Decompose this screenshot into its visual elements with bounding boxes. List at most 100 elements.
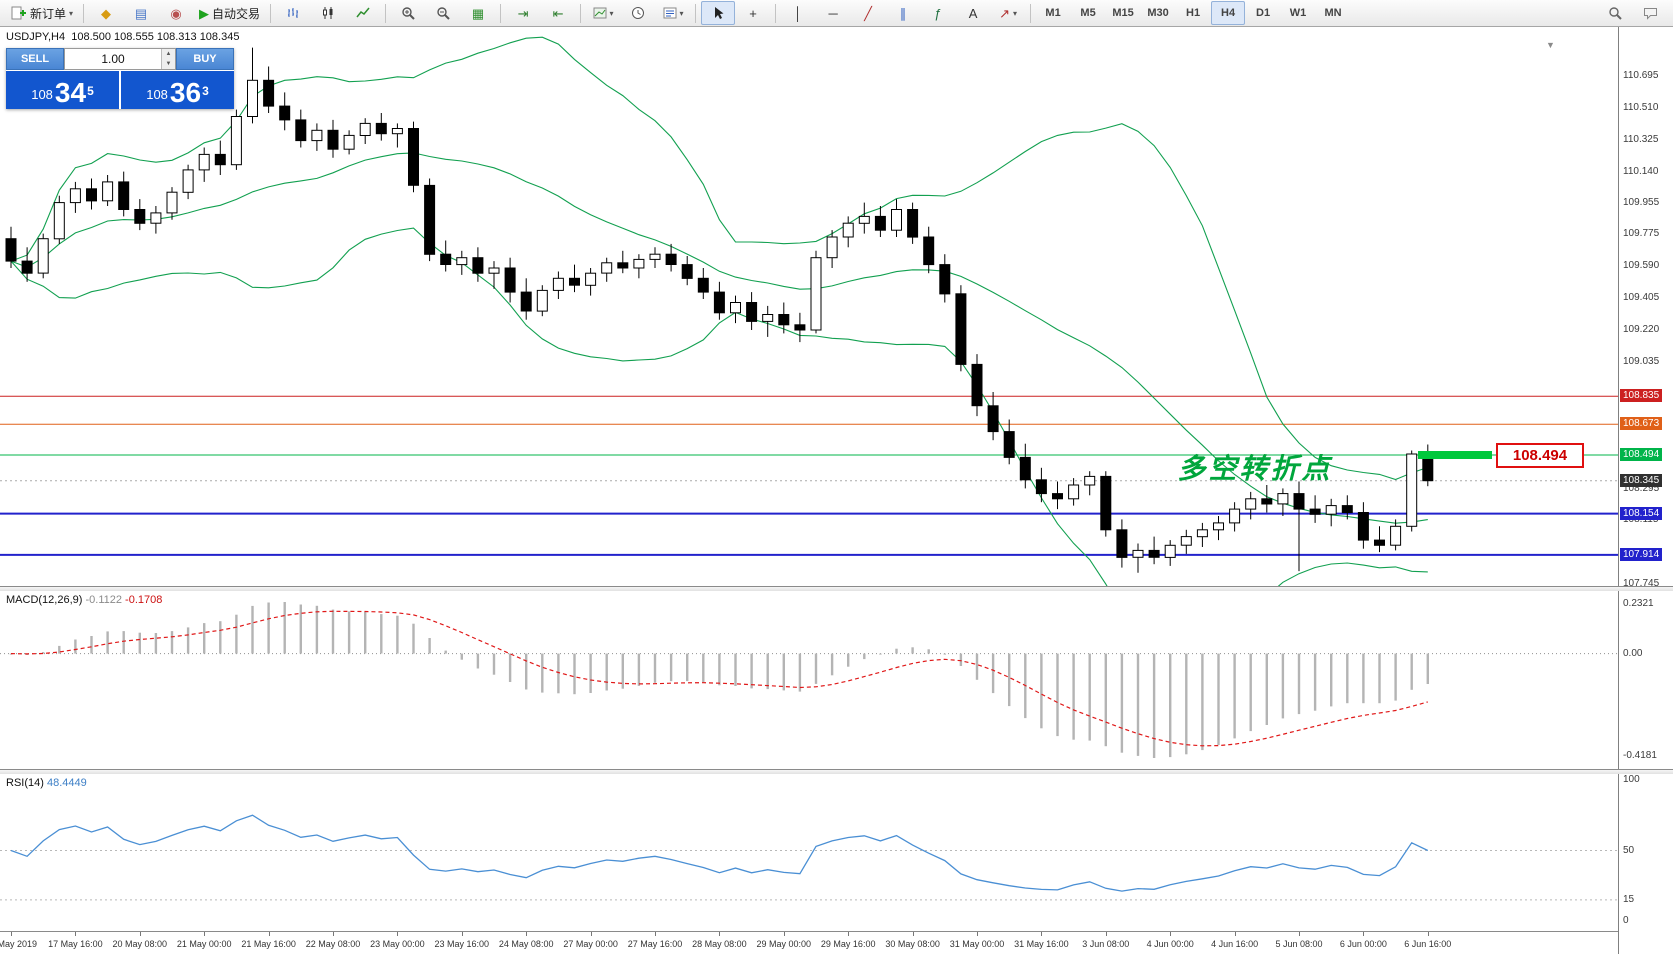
zoom-out-button[interactable] <box>426 1 460 25</box>
horizontal-line-button[interactable]: ─ <box>816 1 850 25</box>
navigator-icon[interactable]: ◉ <box>159 1 193 25</box>
time-axis-label: 5 Jun 08:00 <box>1275 939 1323 949</box>
tf-M30[interactable]: M30 <box>1141 1 1175 25</box>
vertical-line-button-glyph: │ <box>793 5 803 21</box>
chart-shift-button[interactable]: ⇤ <box>541 1 575 25</box>
time-axis-tick <box>204 932 206 936</box>
symbol-label: USDJPY,H4 <box>6 31 66 43</box>
volume-value: 1.00 <box>101 52 125 66</box>
time-axis-tick <box>1363 932 1365 936</box>
macd-axis-label: 0.2321 <box>1623 598 1654 609</box>
tf-W1[interactable]: W1 <box>1281 1 1315 25</box>
fibonacci-button[interactable]: ƒ <box>921 1 955 25</box>
search-button[interactable] <box>1598 1 1632 25</box>
rsi-axis-label: 100 <box>1623 774 1640 785</box>
tf-H4[interactable]: H4 <box>1211 1 1246 25</box>
time-axis-tick <box>1234 932 1236 936</box>
time-axis[interactable]: 17 May 2019 17 May 16:00 20 May 08:00 21 Ma… <box>0 931 1618 955</box>
panel-separator[interactable] <box>0 586 1673 591</box>
time-axis-label: 22 May 08:00 <box>305 939 361 949</box>
chart-symbol-header: USDJPY,H4 108.500 108.555 108.313 108.34… <box>6 31 239 43</box>
time-axis-tick <box>590 932 592 936</box>
bar-chart-icon[interactable] <box>276 1 310 25</box>
tf-M5-label: M5 <box>1080 7 1096 19</box>
line-chart-icon[interactable] <box>346 1 380 25</box>
expert-advisors-button[interactable]: ▾ <box>586 1 620 25</box>
price-axis[interactable]: 0.2321 0.00 -0.4181 100 50 15 0 110.695 110.510 1… <box>1618 27 1673 954</box>
tf-MN[interactable]: MN <box>1316 1 1350 25</box>
time-axis-label: 4 Jun 16:00 <box>1211 939 1259 949</box>
auto-scroll-button[interactable]: ⇥ <box>506 1 540 25</box>
equidistant-channel-button[interactable]: ∥ <box>886 1 920 25</box>
tf-D1[interactable]: D1 <box>1246 1 1280 25</box>
volume-field[interactable]: 1.00 ▲ ▼ <box>64 48 176 70</box>
candlestick-chart-icon[interactable] <box>311 1 345 25</box>
macd-header: MACD(12,26,9) -0.1122 -0.1708 <box>6 594 163 606</box>
volume-up-button[interactable]: ▲ <box>162 49 175 59</box>
candlestick-chart-icon-icon <box>321 6 335 20</box>
one-click-trading-panel[interactable]: SELL 1.00 ▲ ▼ BUY 108 34 5 108 36 3 <box>6 48 234 109</box>
text-button[interactable]: A <box>956 1 990 25</box>
vertical-line-button[interactable]: │ <box>781 1 815 25</box>
chart-settings-button[interactable]: ▾ <box>656 1 690 25</box>
price-axis-badge: 108.835 <box>1620 389 1663 403</box>
data-window-icon[interactable]: ▤ <box>124 1 158 25</box>
chat-icon <box>1643 6 1658 20</box>
zoom-in-button[interactable] <box>391 1 425 25</box>
time-axis-tick <box>333 932 334 936</box>
tf-M15[interactable]: M15 <box>1106 1 1140 25</box>
sell-price[interactable]: 108 34 5 <box>6 71 119 109</box>
sell-button[interactable]: SELL <box>6 48 64 70</box>
toolbar-separator <box>775 3 777 23</box>
equidistant-channel-button-glyph: ∥ <box>899 5 907 21</box>
crosshair-button[interactable]: + <box>736 1 770 25</box>
price-axis-badge: 108.673 <box>1620 417 1663 431</box>
tf-M5[interactable]: M5 <box>1071 1 1105 25</box>
price-axis-label: 109.220 <box>1623 324 1660 335</box>
main-chart-panel[interactable] <box>0 27 1618 586</box>
time-axis-label: 31 May 00:00 <box>949 939 1005 949</box>
time-axis-label: 29 May 16:00 <box>820 939 876 949</box>
zoom-in-icon <box>401 6 415 20</box>
chat-button[interactable] <box>1633 1 1667 25</box>
cursor-button[interactable] <box>701 1 736 25</box>
time-axis-tick <box>139 932 141 936</box>
buy-button[interactable]: BUY <box>176 48 234 70</box>
price-highlight-bar <box>1418 451 1492 460</box>
trendline-button-glyph: ╱ <box>864 5 872 21</box>
rsi-panel[interactable]: RSI(14) 48.4449 <box>0 773 1618 931</box>
autotrading-button-label: 自动交易 <box>212 6 261 21</box>
arrows-button[interactable]: ↗ ▾ <box>991 1 1025 25</box>
time-axis-tick <box>1041 932 1043 936</box>
time-axis-label: 30 May 08:00 <box>885 939 940 949</box>
period-clock-icon[interactable] <box>621 1 655 25</box>
price-axis-label: 109.035 <box>1623 355 1660 367</box>
tf-H1[interactable]: H1 <box>1176 1 1210 25</box>
price-axis-label: 107.745 <box>1623 577 1660 589</box>
chart-annotation-text: 多空转折点 <box>1177 453 1333 484</box>
buy-price[interactable]: 108 36 3 <box>121 71 234 109</box>
time-axis-label: 6 Jun 16:00 <box>1404 939 1452 949</box>
tf-M1[interactable]: M1 <box>1036 1 1070 25</box>
time-axis-label: 24 May 08:00 <box>498 939 554 949</box>
panel-separator[interactable] <box>0 769 1673 774</box>
time-axis-label: 27 May 16:00 <box>627 939 683 949</box>
autotrading-button[interactable]: ▶ 自动交易 <box>194 1 265 25</box>
tf-H4-label: H4 <box>1221 7 1236 19</box>
rsi-axis-label: 50 <box>1623 844 1635 856</box>
volume-down-button[interactable]: ▼ <box>162 59 175 69</box>
trendline-button[interactable]: ╱ <box>851 1 885 25</box>
tile-windows-icon-glyph: ▦ <box>471 5 485 21</box>
time-axis-tick <box>1105 932 1107 936</box>
time-axis-label: 17 May 2019 <box>0 939 38 949</box>
toolbar-separator <box>385 3 387 23</box>
macd-panel[interactable]: MACD(12,26,9) -0.1122 -0.1708 <box>0 590 1618 769</box>
time-axis-tick <box>783 932 785 936</box>
new-order-button[interactable]: 新订单 ▾ <box>6 1 78 25</box>
chevron-down-icon: ▾ <box>1012 8 1017 18</box>
autotrading-button-glyph: ▶ <box>199 5 210 21</box>
marketwatch-icon[interactable]: ◆ <box>89 1 123 25</box>
macd-chart <box>0 602 1618 758</box>
tile-windows-icon[interactable]: ▦ <box>461 1 495 25</box>
line-chart-icon-icon <box>356 6 370 20</box>
